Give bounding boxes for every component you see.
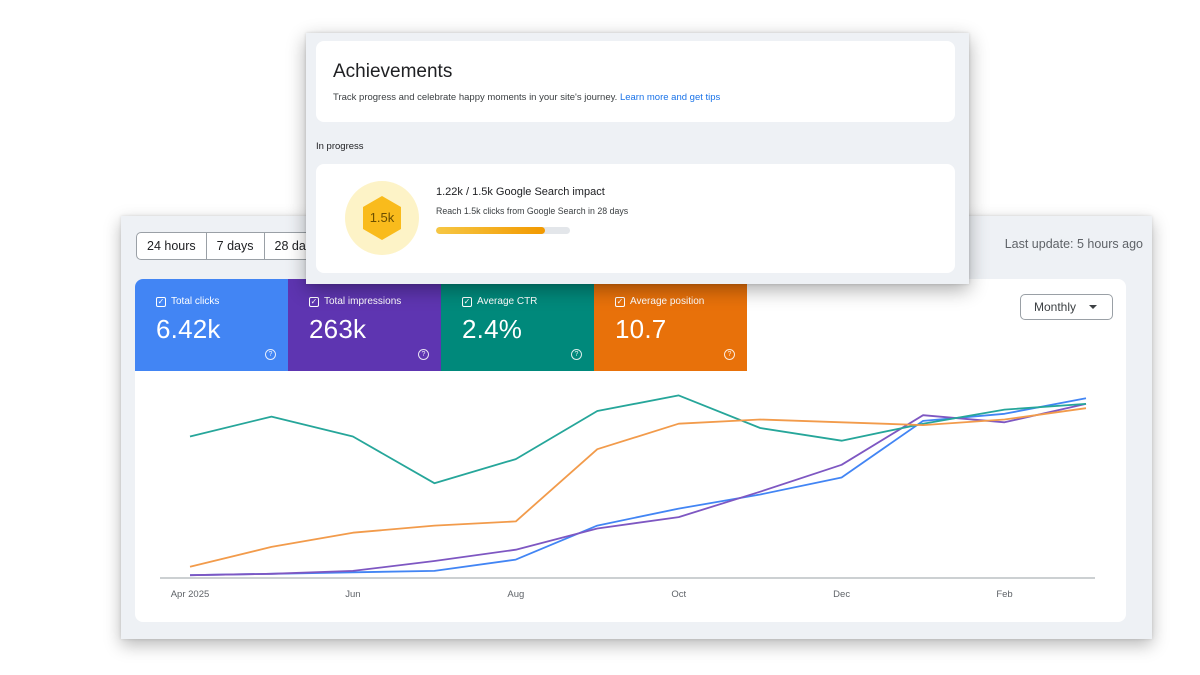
achievement-badge: 1.5k bbox=[345, 181, 419, 255]
checkbox-icon[interactable]: ✓ bbox=[309, 296, 319, 307]
achievement-description: Reach 1.5k clicks from Google Search in … bbox=[436, 206, 629, 216]
metric-average-position[interactable]: ✓ Average position 10.7 ? bbox=[594, 279, 747, 371]
checkbox-icon[interactable]: ✓ bbox=[615, 296, 625, 307]
x-tick-label: Feb bbox=[996, 589, 1012, 600]
series-line-total-impressions bbox=[189, 403, 1087, 577]
metric-label: Total impressions bbox=[324, 296, 402, 307]
metric-label: Average position bbox=[630, 296, 705, 307]
achievements-subtitle: Track progress and celebrate happy momen… bbox=[333, 92, 955, 103]
achievement-progress-bar bbox=[436, 227, 570, 234]
granularity-selected: Monthly bbox=[1034, 300, 1077, 314]
metric-value: 263k bbox=[309, 314, 367, 344]
achievements-header: Achievements Track progress and celebrat… bbox=[316, 41, 955, 122]
progress-fill bbox=[436, 227, 545, 234]
help-icon[interactable]: ? bbox=[265, 349, 276, 360]
performance-chart-card: ✓ Total clicks 6.42k ? ✓ Total impressio… bbox=[135, 279, 1126, 622]
achievement-title: 1.22k / 1.5k Google Search impact bbox=[436, 186, 605, 198]
series-line-total-clicks bbox=[189, 397, 1087, 577]
x-tick-label: Dec bbox=[833, 589, 850, 600]
x-tick-label: Jun bbox=[345, 589, 360, 600]
achievements-window: Achievements Track progress and celebrat… bbox=[306, 33, 969, 284]
granularity-dropdown[interactable]: Monthly bbox=[1020, 294, 1113, 320]
metric-value: 2.4% bbox=[462, 314, 523, 344]
metric-total-clicks[interactable]: ✓ Total clicks 6.42k ? bbox=[135, 279, 288, 371]
caret-down-icon bbox=[1089, 305, 1098, 309]
x-tick-label: Oct bbox=[671, 589, 686, 600]
performance-window: 24 hours 7 days 28 da Last update: 5 hou… bbox=[121, 216, 1152, 639]
help-icon[interactable]: ? bbox=[418, 349, 429, 360]
help-icon[interactable]: ? bbox=[571, 349, 582, 360]
badge-label: 1.5k bbox=[369, 210, 395, 225]
metric-total-impressions[interactable]: ✓ Total impressions 263k ? bbox=[288, 279, 441, 371]
range-7-days-button[interactable]: 7 days bbox=[207, 233, 265, 259]
date-range-selector: 24 hours 7 days 28 da bbox=[136, 232, 317, 260]
last-update-text: Last update: 5 hours ago bbox=[1004, 237, 1143, 251]
checkbox-icon[interactable]: ✓ bbox=[462, 296, 472, 307]
page-title: Achievements bbox=[333, 61, 453, 82]
hexagon-badge-icon bbox=[363, 196, 401, 240]
line-chart: Apr 2025 Jun Aug Oct Dec Feb bbox=[160, 394, 1095, 600]
range-24-hours-button[interactable]: 24 hours bbox=[137, 233, 207, 259]
metric-cards: ✓ Total clicks 6.42k ? ✓ Total impressio… bbox=[135, 279, 747, 371]
series-line-average-ctr bbox=[189, 394, 1087, 485]
learn-more-link[interactable]: Learn more and get tips bbox=[619, 92, 721, 103]
series-line-average-position bbox=[189, 407, 1087, 568]
section-label-in-progress: In progress bbox=[316, 141, 364, 152]
x-tick-label: Aug bbox=[507, 589, 524, 600]
checkbox-icon[interactable]: ✓ bbox=[156, 296, 166, 307]
help-icon[interactable]: ? bbox=[724, 349, 735, 360]
achievement-card[interactable]: 1.5k 1.22k / 1.5k Google Search impact R… bbox=[316, 164, 955, 273]
metric-value: 6.42k bbox=[156, 314, 221, 344]
metric-label: Total clicks bbox=[171, 296, 220, 307]
metric-average-ctr[interactable]: ✓ Average CTR 2.4% ? bbox=[441, 279, 594, 371]
metric-value: 10.7 bbox=[615, 314, 667, 344]
achievements-description: Track progress and celebrate happy momen… bbox=[333, 92, 618, 103]
range-28-days-button[interactable]: 28 da bbox=[274, 239, 306, 253]
x-tick-label: Apr 2025 bbox=[171, 589, 210, 600]
metric-label: Average CTR bbox=[477, 296, 538, 307]
